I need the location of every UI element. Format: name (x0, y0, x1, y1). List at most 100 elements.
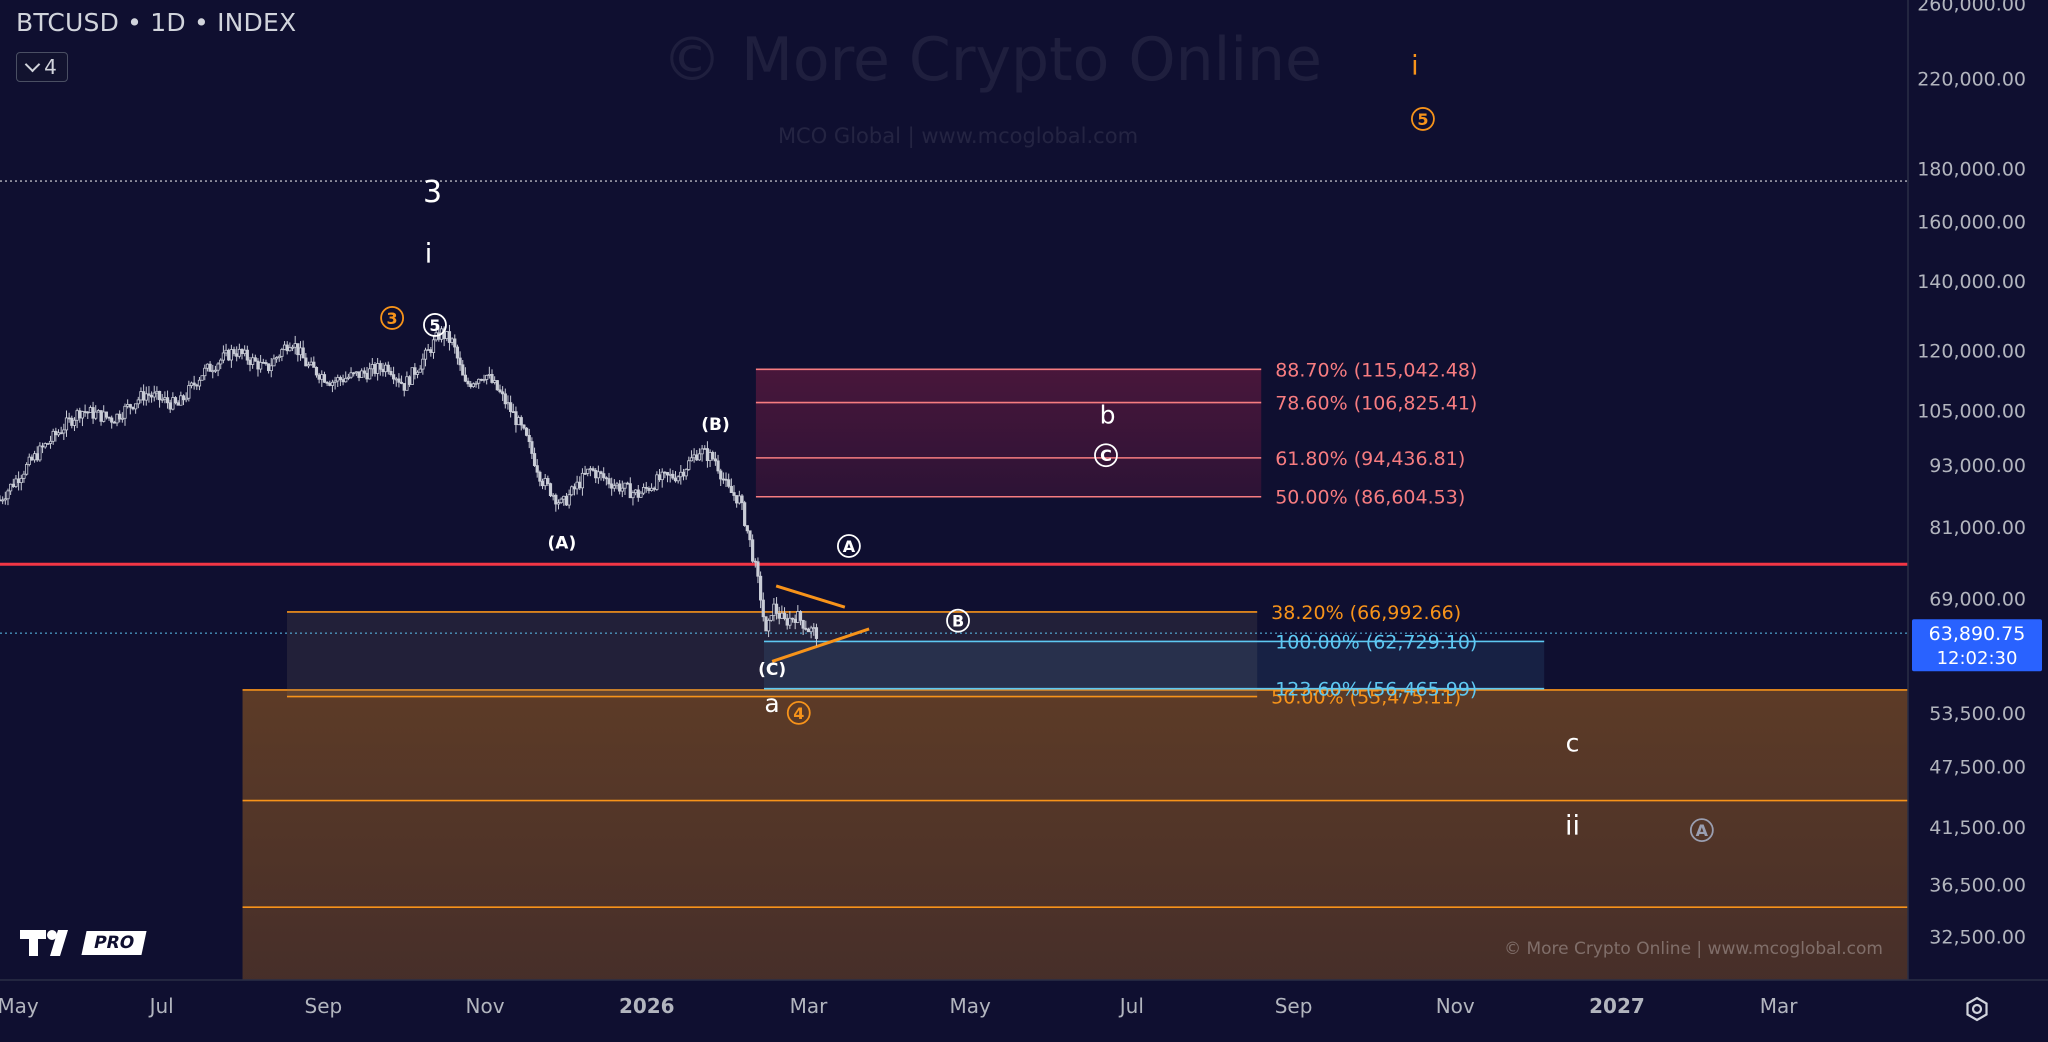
candle-body (261, 361, 265, 364)
candle-body (354, 371, 358, 374)
candle-body (293, 343, 297, 348)
candle-body (583, 472, 587, 475)
wave-label-circle (836, 534, 861, 558)
candle-body (785, 618, 789, 626)
candle-body (413, 367, 417, 375)
candle-body (352, 372, 356, 375)
fib-level-label: 78.60% (106,825.41) (1275, 393, 1477, 415)
time-tick-label: Nov (466, 994, 505, 1018)
support-zone (242, 689, 1909, 980)
candle-body (575, 481, 579, 490)
indicator-toggle-button[interactable]: 4 (16, 52, 68, 82)
chevron-down-icon (24, 56, 41, 72)
candle-body (530, 441, 534, 454)
candle-body (104, 411, 108, 418)
candle-body (655, 474, 659, 490)
candle-body (564, 495, 569, 506)
candle-body (612, 485, 616, 489)
price-tick-label: 36,500.00 (1929, 874, 2026, 896)
candle-body (17, 478, 21, 483)
candle-body (219, 359, 223, 365)
wave-label: 4 (793, 704, 804, 723)
candle-body (423, 349, 428, 360)
time-tick-label: May (0, 994, 39, 1018)
candle-body (373, 364, 377, 374)
candle-body (11, 483, 15, 488)
candle-body (522, 424, 526, 429)
candle-body (195, 384, 199, 387)
time-tick-label: Jul (1118, 994, 1144, 1018)
candle-body (615, 483, 619, 487)
candle-body (312, 361, 316, 368)
candle-body (384, 364, 388, 373)
candle-body (649, 487, 654, 491)
candle-body (410, 367, 414, 385)
candle-body (740, 495, 744, 504)
candle-body (240, 348, 244, 355)
candle-body (272, 358, 276, 367)
time-axis-bg (0, 980, 2048, 1042)
wave-label: (B) (701, 415, 730, 435)
candle-body (341, 379, 345, 383)
fib-level-label: 50.00% (86,604.53) (1275, 487, 1465, 509)
candle-body (780, 612, 784, 619)
candle-body (774, 603, 779, 614)
candle-body (187, 385, 191, 399)
candle-body (766, 619, 771, 632)
candle-body (107, 416, 111, 419)
candle-body (338, 377, 343, 381)
fib-level-label: 123.60% (56,465.99) (1275, 679, 1477, 701)
candle-body (764, 616, 768, 632)
wave-label: i (1411, 50, 1419, 81)
candle-body (490, 374, 494, 383)
candle-body (652, 487, 656, 490)
candle-body (665, 472, 670, 476)
triangle-lower-line (771, 627, 870, 663)
gear-icon (1966, 996, 1988, 1022)
candle-body (325, 381, 329, 384)
candle-body (280, 349, 284, 357)
candle-body (421, 358, 425, 370)
candle-body (370, 364, 374, 370)
candle-body (527, 434, 531, 442)
candle-body (14, 478, 18, 488)
candle-body (641, 486, 646, 494)
candle-body (602, 473, 606, 479)
candle-body (660, 471, 664, 481)
tradingview-logo[interactable]: PRO (20, 928, 147, 958)
levels-layer (0, 180, 1908, 663)
candle-body (455, 346, 460, 359)
wave-label: 5 (1417, 110, 1428, 129)
candle-body (812, 627, 816, 630)
candle-body (115, 413, 119, 424)
candle-body (179, 395, 183, 406)
candle-body (703, 448, 707, 450)
candle-body (123, 405, 127, 419)
candle-body (482, 379, 486, 381)
candle-body (524, 427, 529, 436)
fib-level-label: 50.00% (55,475.11) (1271, 687, 1461, 709)
candle-body (277, 355, 281, 358)
labels-layer: 88.70% (115,042.48) 78.60% (106,825.41) 61… (380, 50, 1714, 843)
candle-body (538, 471, 542, 482)
candle-body (200, 375, 204, 381)
current-price-label: 63,890.75 (1929, 623, 2026, 645)
candle-body (485, 374, 489, 380)
candle-body (237, 348, 241, 357)
candle-body (112, 421, 116, 424)
candle-body (636, 489, 640, 498)
candle-body (471, 383, 475, 388)
candle-body (570, 486, 574, 496)
candle-body (330, 381, 335, 386)
price-tick-label: 53,500.00 (1929, 703, 2026, 725)
candle-body (461, 364, 465, 376)
symbol-title[interactable]: BTCUSD • 1D • INDEX (16, 8, 297, 37)
candle-body (562, 495, 566, 500)
time-tick-label: Nov (1436, 994, 1475, 1018)
candle-body (788, 617, 792, 626)
chart-settings-button[interactable] (1962, 994, 1992, 1024)
candle-body (628, 483, 632, 499)
wave-label: A (843, 537, 856, 556)
bar-countdown-label: 12:02:30 (1937, 648, 2018, 669)
